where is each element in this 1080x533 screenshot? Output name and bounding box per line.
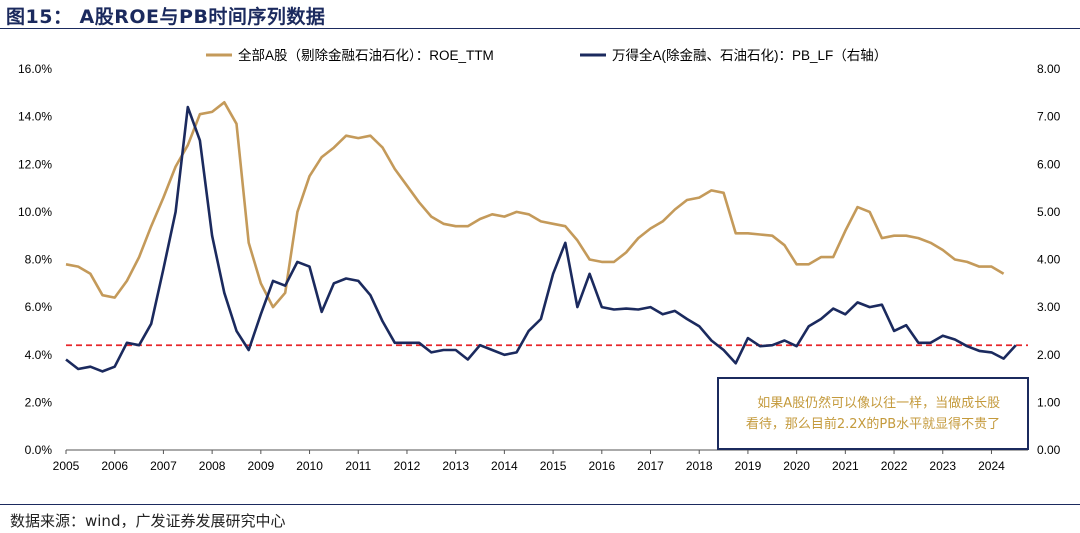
x-tick-label: 2017 — [637, 459, 664, 473]
x-tick-label: 2011 — [345, 459, 371, 473]
source-note: 数据来源：wind，广发证券发展研究中心 — [10, 512, 286, 530]
y-right-tick-label: 2.00 — [1037, 348, 1061, 362]
y-left-tick-label: 4.0% — [25, 348, 53, 362]
x-tick-label: 2015 — [540, 459, 567, 473]
x-tick-label: 2016 — [588, 459, 615, 473]
x-tick-label: 2019 — [735, 459, 762, 473]
pb-series-line — [65, 105, 1017, 373]
y-left-tick-label: 8.0% — [25, 253, 53, 267]
y-right-tick-label: 8.00 — [1037, 62, 1061, 76]
x-tick-label: 2020 — [783, 459, 810, 473]
legend-label: 万得全A(除金融、石油石化)：PB_LF（右轴） — [612, 47, 887, 63]
y-left-tick-label: 12.0% — [18, 157, 52, 171]
y-left-tick-label: 16.0% — [18, 62, 52, 76]
y-right-tick-label: 6.00 — [1037, 157, 1061, 171]
y-left-tick-label: 6.0% — [25, 300, 53, 314]
x-tick-label: 2006 — [101, 459, 128, 473]
roe-series-line — [65, 101, 1005, 309]
title-divider — [0, 28, 1080, 29]
y-left-tick-label: 10.0% — [18, 205, 52, 219]
y-right-tick-label: 5.00 — [1037, 205, 1061, 219]
x-tick-label: 2014 — [491, 459, 518, 473]
annotation-line-2: 看待，那么目前2.2X的PB水平就显得不贵了 — [745, 416, 1001, 432]
y-left-tick-label: 14.0% — [18, 110, 52, 124]
x-tick-label: 2013 — [442, 459, 469, 473]
x-tick-label: 2012 — [394, 459, 421, 473]
y-right-tick-label: 0.00 — [1037, 443, 1061, 457]
y-right-tick-label: 7.00 — [1037, 110, 1061, 124]
x-tick-label: 2005 — [53, 459, 80, 473]
x-tick-label: 2008 — [199, 459, 226, 473]
annotation-line-1: 如果A股仍然可以像以往一样，当做成长股 — [757, 395, 1001, 411]
y-right-tick-label: 4.00 — [1037, 253, 1061, 267]
x-tick-label: 2007 — [150, 459, 177, 473]
x-tick-label: 2021 — [832, 459, 859, 473]
x-tick-label: 2022 — [881, 459, 908, 473]
x-tick-label: 2023 — [929, 459, 956, 473]
x-tick-label: 2018 — [686, 459, 713, 473]
x-tick-label: 2010 — [296, 459, 323, 473]
annotation-box: 如果A股仍然可以像以往一样，当做成长股 看待，那么目前2.2X的PB水平就显得不… — [717, 377, 1029, 450]
legend-label: 全部A股（剔除金融石油石化）：ROE_TTM — [238, 47, 494, 63]
footer-divider — [0, 504, 1080, 505]
y-left-tick-label: 2.0% — [25, 395, 53, 409]
x-tick-label: 2009 — [247, 459, 274, 473]
y-right-tick-label: 3.00 — [1037, 300, 1061, 314]
y-left-tick-label: 0.0% — [25, 443, 53, 457]
page-title: 图15： A股ROE与PB时间序列数据 — [6, 6, 326, 28]
y-right-tick-label: 1.00 — [1037, 395, 1061, 409]
x-tick-label: 2024 — [978, 459, 1005, 473]
